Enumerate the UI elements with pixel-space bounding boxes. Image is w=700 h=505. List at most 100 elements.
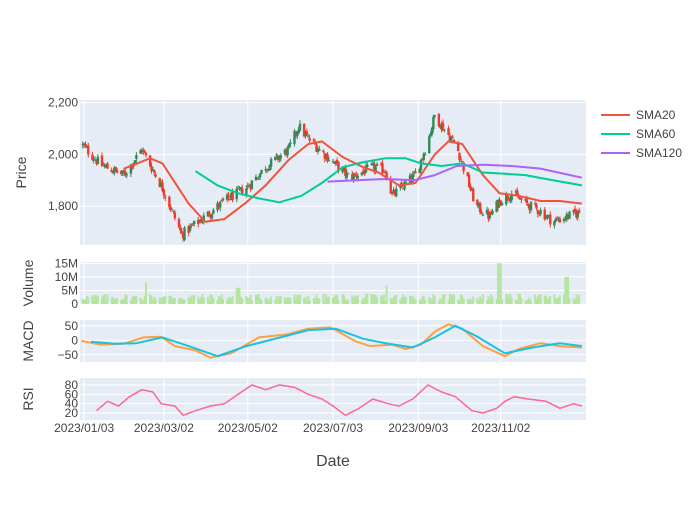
candle-up <box>278 156 281 160</box>
candle-up <box>403 181 406 190</box>
candle-up <box>183 227 186 241</box>
candle-down <box>227 194 230 199</box>
candle-up <box>485 209 489 214</box>
volume-bar <box>450 294 453 304</box>
candle-up <box>220 200 223 202</box>
candle-down <box>294 131 298 135</box>
volume-bar <box>558 295 561 304</box>
candle-down <box>437 113 441 127</box>
candle-down <box>305 131 309 135</box>
candle-down <box>308 138 311 141</box>
volume-bar <box>160 299 163 304</box>
candle-down <box>148 155 152 167</box>
volume-bar <box>326 297 329 304</box>
volume-bar <box>237 287 240 304</box>
candle-up <box>246 185 249 187</box>
volume-bar <box>356 295 359 304</box>
volume-bar <box>299 294 301 304</box>
candle-down <box>231 191 234 201</box>
candle-up <box>254 176 258 181</box>
candle-down <box>487 211 490 219</box>
macd-y-tick-label: 50 <box>65 319 79 333</box>
candle-down <box>469 186 472 190</box>
candle-down <box>555 218 559 220</box>
volume-bar <box>553 294 556 304</box>
candle-up <box>554 218 557 222</box>
candle-down <box>472 188 475 202</box>
volume-bar <box>201 293 204 304</box>
volume-bar <box>337 300 340 304</box>
candle-up <box>576 210 579 218</box>
candle-up <box>133 160 137 164</box>
volume-bar <box>168 295 171 304</box>
volume-bar <box>81 298 84 304</box>
candle-down <box>506 195 509 200</box>
volume-bar <box>84 299 87 304</box>
candle-up <box>81 143 84 145</box>
volume-bar <box>568 298 571 304</box>
volume-bar <box>279 296 282 304</box>
candle-up <box>151 169 155 171</box>
volume-bar <box>202 297 205 304</box>
volume-bar <box>382 294 385 304</box>
volume-bar <box>217 296 220 304</box>
candle-up <box>104 165 108 167</box>
volume-bar <box>578 294 581 304</box>
candle-down <box>575 212 578 218</box>
volume-bar <box>120 300 123 304</box>
volume-bar <box>520 298 523 304</box>
volume-bar <box>453 294 455 304</box>
volume-bar <box>554 297 557 304</box>
volume-bar <box>238 287 241 304</box>
volume-bar <box>83 299 86 304</box>
volume-bar <box>362 297 365 304</box>
volume-bar <box>266 299 268 304</box>
volume-bar <box>307 295 310 304</box>
candle-up <box>210 214 214 219</box>
volume-bar <box>414 299 417 304</box>
volume-bar <box>134 296 136 304</box>
candle-up <box>170 209 174 211</box>
volume-bar <box>135 295 138 304</box>
legend-label-sma60: SMA60 <box>636 127 676 141</box>
volume-bar <box>87 297 90 304</box>
candle-down <box>566 214 570 219</box>
volume-bar <box>486 300 488 304</box>
volume-bar <box>260 300 263 304</box>
candle-up <box>206 211 210 217</box>
volume-bar <box>355 295 358 304</box>
macd-y-tick-label: 0 <box>71 333 78 347</box>
volume-bar <box>182 299 185 304</box>
candle-up <box>423 153 427 155</box>
candle-up <box>111 172 115 174</box>
candle-down <box>344 167 347 177</box>
candle-down <box>238 188 241 190</box>
volume-bar <box>451 294 454 304</box>
candle-up <box>304 132 307 137</box>
candle-up <box>418 169 421 174</box>
candle-up <box>375 164 379 166</box>
candle-up <box>230 193 233 200</box>
candle-up <box>192 220 196 225</box>
volume-bar <box>508 297 510 304</box>
volume-y-tick-label: 10M <box>55 270 78 284</box>
volume-bar <box>140 299 143 304</box>
volume-bar <box>149 294 152 304</box>
candle-up <box>236 187 240 189</box>
candle-down <box>520 198 523 200</box>
candle-up <box>488 212 491 219</box>
volume-bar <box>226 299 229 304</box>
candle-down <box>302 123 306 137</box>
volume-bar <box>565 276 568 304</box>
volume-bar <box>150 295 153 304</box>
candle-down <box>187 226 190 233</box>
volume-bar <box>277 298 279 304</box>
volume-bar <box>142 300 145 304</box>
candle-up <box>500 203 504 205</box>
volume-bar <box>211 295 213 304</box>
candle-up <box>518 198 522 200</box>
volume-bar <box>131 297 134 304</box>
candle-down <box>164 196 167 198</box>
candle-down <box>247 186 251 188</box>
volume-bar <box>402 294 405 304</box>
